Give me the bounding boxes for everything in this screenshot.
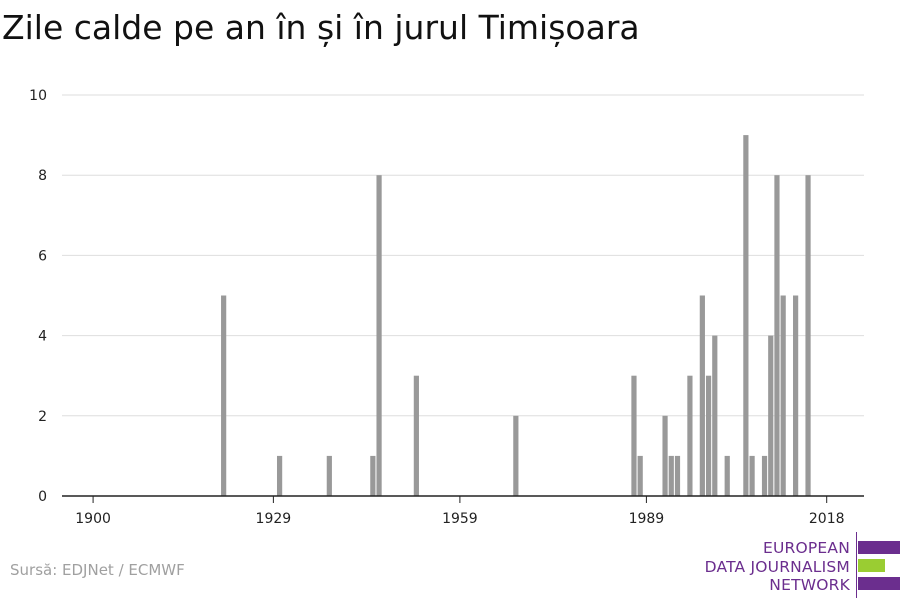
bar-1988 [637,455,643,496]
y-tick-label: 4 [38,329,47,345]
bars [221,135,811,496]
bar-1998 [699,295,705,496]
bar-1996 [687,375,693,496]
y-tick-label: 8 [38,168,47,184]
logo-bar-green [858,559,885,572]
bar-1987 [631,375,637,496]
logo-bar-purple-top [858,541,900,554]
bar-1992 [662,415,668,496]
bar-1946 [376,175,382,496]
bar-1952 [413,375,419,496]
logo-line-3: NETWORK [769,576,850,594]
bar-chart: 0 2 4 6 8 10 1900 1929 1959 1989 2018 [29,88,864,527]
bar-2002 [724,455,730,496]
logo-divider [856,532,857,598]
bar-1945 [370,455,376,496]
bar-2013 [793,295,799,496]
bar-2010 [774,175,780,496]
y-tick-label: 6 [38,248,47,264]
logo-line-2: DATA JOURNALISM [704,558,850,576]
bar-1968 [513,415,519,496]
bar-2009 [768,335,774,496]
axes: 0 2 4 6 8 10 1900 1929 1959 1989 2018 [29,88,864,527]
x-tick-label: 1959 [442,511,478,527]
chart-title: Zile calde pe an în și în jurul Timișoar… [2,8,640,47]
bar-1921 [221,295,227,496]
source-note: Sursă: EDJNet / ECMWF [10,561,185,579]
y-tick-label: 2 [38,409,47,425]
logo-bar-purple-bottom [858,577,900,590]
x-tick-label: 1900 [75,511,111,527]
bar-2006 [749,455,755,496]
x-tick-label: 1989 [629,511,665,527]
bar-1994 [674,455,681,496]
bar-1999 [705,375,712,496]
y-tick-label: 0 [38,489,47,505]
edjnet-logo: EUROPEAN DATA JOURNALISM NETWORK [700,530,900,600]
x-tick-label: 2018 [809,511,845,527]
bar-2015 [805,175,811,496]
bar-2008 [761,455,768,496]
x-tick-label: 1929 [256,511,292,527]
bar-2011 [780,295,786,496]
y-tick-label: 10 [29,88,47,104]
bar-1993 [668,455,674,496]
logo-line-1: EUROPEAN [762,539,850,557]
gridlines [62,94,864,417]
bar-1930 [276,455,283,496]
bar-2005 [743,135,749,496]
bar-2000 [712,335,718,496]
bar-1938 [326,455,332,496]
